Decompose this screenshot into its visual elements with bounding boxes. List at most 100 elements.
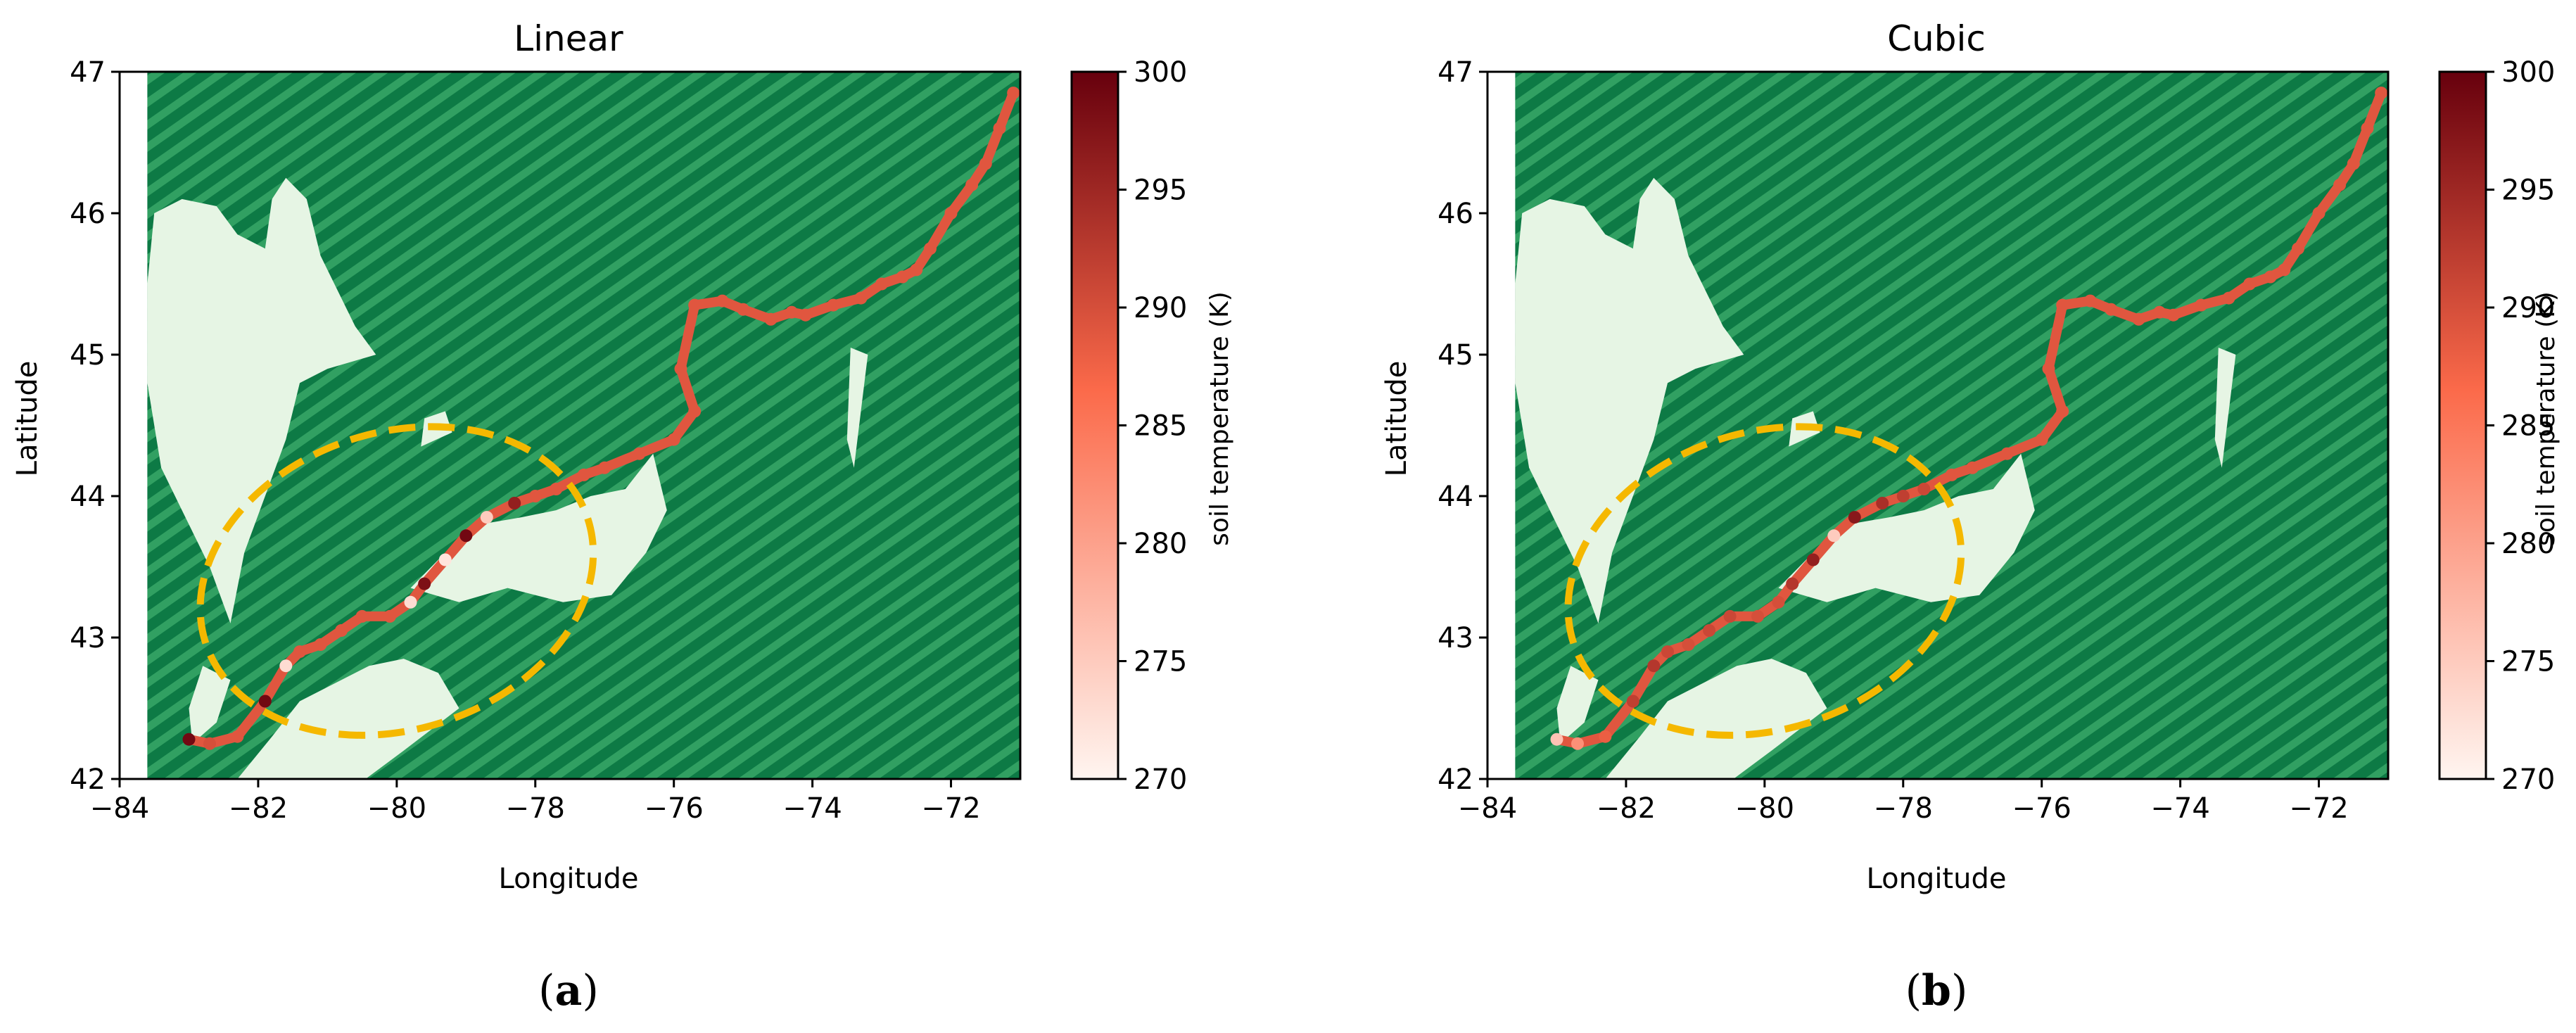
track-point xyxy=(293,645,306,659)
x-tick-label: −78 xyxy=(1874,792,1933,825)
track-point xyxy=(764,312,778,326)
y-tick-label: 44 xyxy=(1438,481,1473,513)
panel-b-y-axis-label: Latitude xyxy=(1381,361,1413,477)
track-point xyxy=(633,447,646,460)
track-point xyxy=(314,638,327,651)
track-point xyxy=(1827,529,1841,543)
track-point xyxy=(854,291,868,305)
y-tick-label: 46 xyxy=(1438,198,1473,230)
x-tick-label: −74 xyxy=(782,792,842,825)
y-tick-label: 43 xyxy=(1438,622,1473,654)
track-point xyxy=(2000,447,2014,460)
track-point xyxy=(965,178,979,191)
track-point xyxy=(716,294,729,308)
track-point xyxy=(979,157,992,170)
panel-a-plot xyxy=(118,70,1022,780)
y-tick-label: 43 xyxy=(70,622,106,654)
panel-b-x-ticks: −84 −82 −80 −78 −76 −74 −72 xyxy=(1458,779,2349,825)
track-point xyxy=(2105,303,2118,316)
track-point xyxy=(459,529,473,543)
track-point xyxy=(2361,122,2374,135)
colorbar-tick-label: 285 xyxy=(1134,410,1187,443)
track-point xyxy=(1772,595,1785,609)
track-point xyxy=(1599,730,1612,743)
panel-b-colorbar-label: soil temperature (K) xyxy=(2532,291,2561,546)
panel-a-y-axis-label: Latitude xyxy=(11,361,44,477)
track-point xyxy=(480,511,493,524)
track-point xyxy=(418,577,431,590)
track-point xyxy=(2195,298,2208,312)
track-point xyxy=(2292,242,2304,255)
colorbar-tick-label: 270 xyxy=(2501,763,2555,796)
track-point xyxy=(1647,659,1661,673)
colorbar-tick-label: 280 xyxy=(2501,528,2555,560)
track-point xyxy=(1626,695,1639,708)
panel-a-map xyxy=(120,72,1020,779)
lake-st-clair-shape xyxy=(189,666,231,744)
track-point xyxy=(2243,277,2257,291)
x-tick-label: −80 xyxy=(1735,792,1794,825)
track-point xyxy=(1966,461,1979,474)
colorbar-tick-label: 275 xyxy=(1134,646,1187,678)
track-point xyxy=(550,483,563,495)
track-point xyxy=(1848,511,1861,524)
colorbar-tick-label: 280 xyxy=(1134,528,1187,560)
lake-ontario-shape xyxy=(1778,453,2035,602)
lake-erie-shape xyxy=(1605,659,1827,779)
panel-a-x-ticks: −84 −82 −80 −78 −76 −74 −72 xyxy=(90,779,981,825)
y-tick-label: 42 xyxy=(70,763,106,796)
track-point xyxy=(2333,178,2347,191)
colorbar-tick-label: 300 xyxy=(2501,56,2555,89)
panel-b-caption: (b) xyxy=(1905,966,1968,1015)
lake-huron-shape xyxy=(147,177,376,623)
track-point xyxy=(2312,207,2326,220)
track-point xyxy=(2278,263,2291,277)
track-point xyxy=(1806,553,1820,566)
track-point xyxy=(1550,733,1563,746)
colorbar-gradient xyxy=(1070,70,1119,780)
x-tick-label: −84 xyxy=(90,792,149,825)
colorbar-tick-label: 285 xyxy=(2501,410,2555,443)
colorbar-tick-label: 270 xyxy=(1134,763,1187,796)
highlight-ellipse xyxy=(1564,423,1965,739)
track-point xyxy=(1945,468,1958,481)
track-point xyxy=(667,433,680,446)
track-point xyxy=(827,298,840,312)
track-point xyxy=(2166,308,2180,322)
track-point xyxy=(528,490,542,502)
track-point xyxy=(924,242,937,255)
track-point xyxy=(2042,362,2055,376)
y-tick-label: 47 xyxy=(1438,56,1473,89)
lake-champlain-shape xyxy=(2214,348,2236,468)
track-point xyxy=(2375,87,2388,100)
track-point xyxy=(1917,483,1931,495)
track-point xyxy=(335,624,348,637)
track-point xyxy=(674,362,687,376)
y-tick-label: 44 xyxy=(70,481,106,513)
track-point xyxy=(688,405,702,418)
track-point xyxy=(2264,270,2277,284)
lake-huron-shape xyxy=(1515,177,1744,623)
x-tick-label: −76 xyxy=(644,792,703,825)
track-point xyxy=(1896,490,1910,502)
track-point xyxy=(896,270,909,284)
track-point xyxy=(2153,305,2166,319)
colorbar-tick-label: 275 xyxy=(2501,646,2555,678)
x-tick-label: −72 xyxy=(921,792,980,825)
panel-a-x-axis-label: Longitude xyxy=(499,863,639,895)
track-point xyxy=(1751,609,1764,623)
panel-a-colorbar-label: soil temperature (K) xyxy=(1205,291,1234,546)
panel-b-caption-letter: b xyxy=(1922,966,1951,1015)
panel-b: Cubic −84 −82 −80 −78 −76 −74 −72 42 43 44 45 46 47… xyxy=(1381,18,2561,1015)
x-tick-label: −78 xyxy=(506,792,565,825)
panel-b-colorbar: 270 275 280 285 290 295 300 xyxy=(2438,56,2555,796)
x-tick-label: −72 xyxy=(2289,792,2348,825)
track-point xyxy=(2132,312,2145,326)
track-point xyxy=(404,595,417,609)
track-point xyxy=(258,695,272,708)
y-tick-label: 47 xyxy=(70,56,106,89)
track-point xyxy=(688,298,702,312)
colorbar-tick-label: 295 xyxy=(1134,175,1187,207)
y-tick-label: 45 xyxy=(1438,339,1473,372)
